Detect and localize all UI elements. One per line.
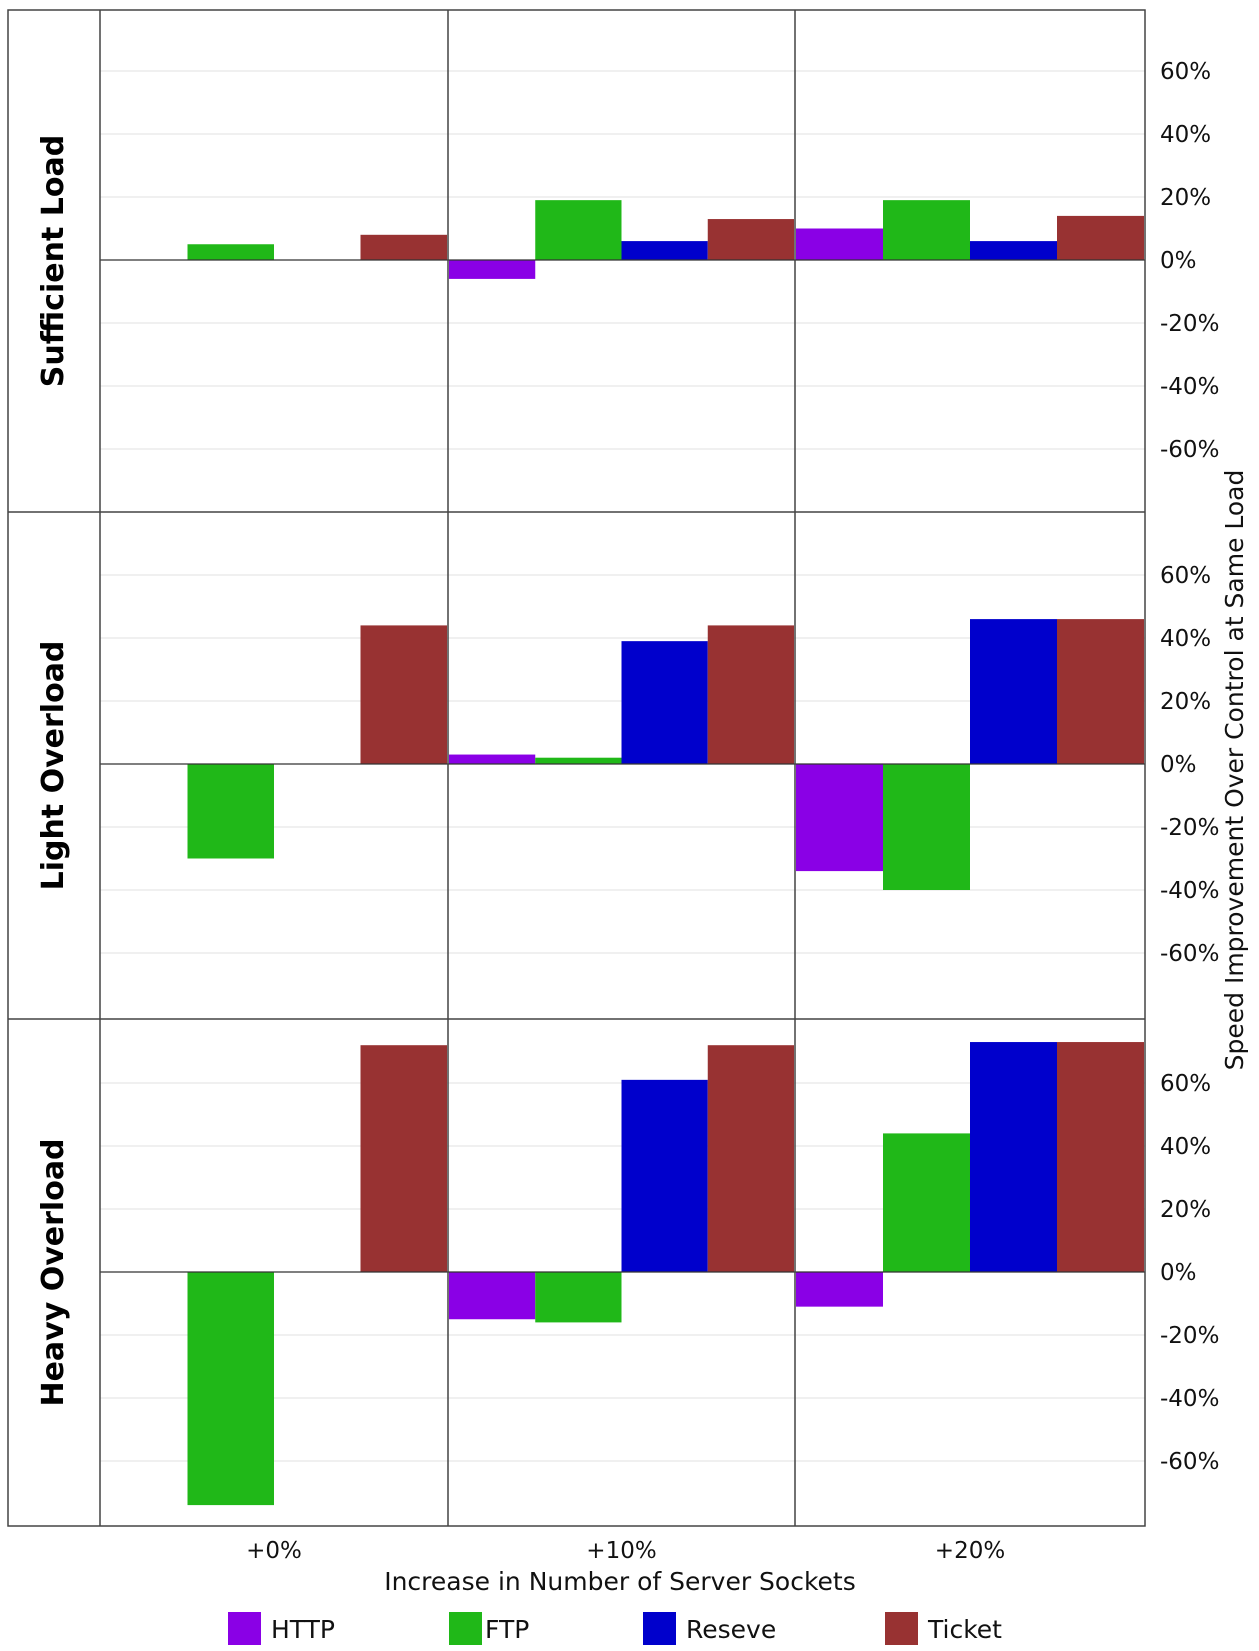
bar-reseve [970,241,1057,260]
bar-ftp [883,1133,970,1272]
bar-reseve [621,1079,708,1272]
y-tick-label: -60% [1160,1449,1219,1475]
bars [187,200,1144,1506]
legend-swatch [885,1612,918,1645]
legend-label: Ticket [927,1615,1002,1644]
legend-swatch [449,1612,482,1645]
y-tick-label: -40% [1160,878,1219,904]
bar-http [449,260,536,279]
panel-frames [7,9,1146,1527]
bar-http [449,754,536,764]
bar-http [796,764,883,872]
y-tick-label: 0% [1160,1260,1197,1286]
legend-label: HTTP [271,1615,335,1644]
y-tick-label: 0% [1160,248,1197,274]
y-tick-label: -20% [1160,815,1219,841]
x-tick-labels: +0% +10% +20% [246,1538,1005,1564]
y-tick-label: 60% [1160,563,1211,589]
legend: HTTP FTP Reseve Ticket [228,1612,1002,1645]
bar-ticket [707,219,794,260]
bar-http [449,1272,536,1320]
y-axis-title: Speed Improvement Over Control at Same L… [1220,470,1249,1071]
bar-reseve [970,619,1057,764]
y-tick-label: -60% [1160,437,1219,463]
bar-ftp [883,200,970,260]
bar-ticket [360,625,447,764]
bar-ftp [187,764,274,859]
bar-ticket [1057,619,1144,764]
bar-ticket [360,1045,447,1272]
bar-ftp [535,1272,622,1323]
x-axis-title: Increase in Number of Server Sockets [384,1567,856,1596]
y-tick-label: -20% [1160,1323,1219,1349]
bar-ftp [535,757,622,764]
bar-ticket [707,625,794,764]
bar-ftp [883,764,970,890]
x-tick-label: +10% [586,1538,656,1564]
y-tick-label: -40% [1160,1386,1219,1412]
row-label: Light Overload [36,641,71,891]
legend-label: Reseve [686,1615,776,1644]
y-tick-label: -40% [1160,374,1219,400]
y-tick-label: 60% [1160,1071,1211,1097]
row-labels: Sufficient Load Light Overload Heavy Overl… [36,135,71,1407]
bar-ftp [187,244,274,260]
outer-frame [7,9,1146,1527]
x-tick-label: +20% [935,1538,1005,1564]
y-tick-label: 0% [1160,752,1197,778]
bar-http [796,228,883,260]
bar-ftp [187,1272,274,1506]
y-tick-labels: 60% 40% 20% 0% -20% -40% -60% 60% 40% 20% 0% -20% -4… [1160,59,1219,1475]
y-tick-label: -60% [1160,941,1219,967]
bar-ticket [707,1045,794,1272]
y-tick-label: 40% [1160,122,1211,148]
bar-ticket [1057,1042,1144,1272]
y-tick-label: 20% [1160,1197,1211,1223]
bar-http [796,1272,883,1307]
y-tick-label: 20% [1160,689,1211,715]
legend-label: FTP [485,1615,529,1644]
y-tick-label: 40% [1160,626,1211,652]
legend-swatch [643,1612,676,1645]
y-tick-label: 60% [1160,59,1211,85]
bar-ticket [360,234,447,260]
y-tick-label: 20% [1160,185,1211,211]
row-label: Heavy Overload [36,1138,71,1406]
bar-ticket [1057,215,1144,260]
y-tick-label: 40% [1160,1134,1211,1160]
bar-reseve [621,241,708,260]
y-tick-label: -20% [1160,311,1219,337]
bar-ftp [535,200,622,260]
row-label: Sufficient Load [36,135,71,387]
bar-reseve [970,1042,1057,1272]
legend-swatch [228,1612,261,1645]
x-tick-label: +0% [246,1538,302,1564]
bar-reseve [621,641,708,764]
